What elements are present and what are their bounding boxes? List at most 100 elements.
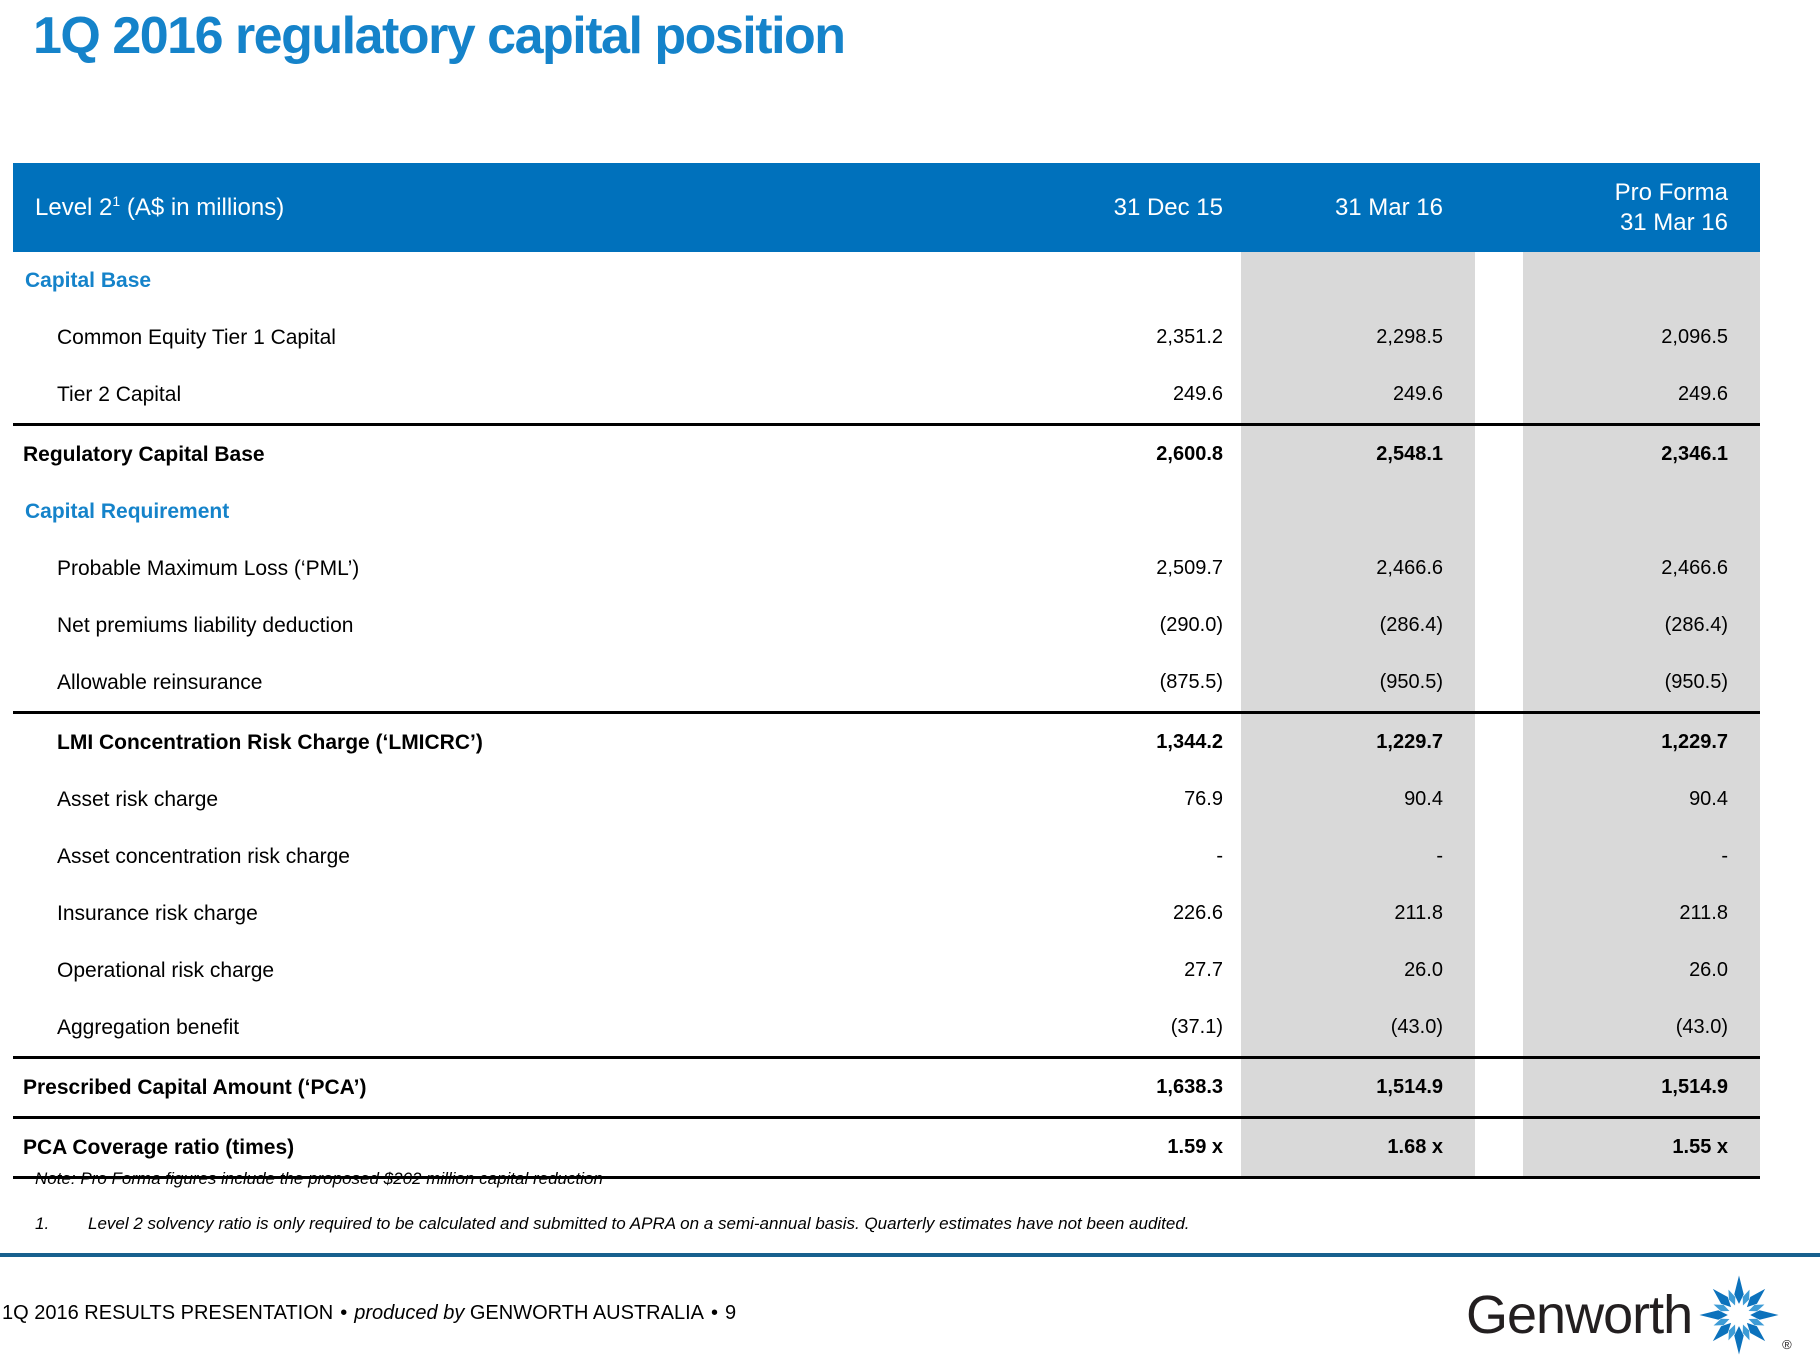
row-label: Tier 2 Capital [57, 382, 182, 406]
table-header-label: Level 21 (A$ in millions) [13, 193, 1015, 222]
value-31-mar-16: (950.5) [1241, 654, 1475, 711]
table-row-common-equity-tier-1: Common Equity Tier 1 Capital 2,351.2 2,2… [13, 309, 1760, 366]
row-label: Asset concentration risk charge [57, 844, 350, 868]
value-pro-forma: (43.0) [1523, 999, 1760, 1056]
value-31-mar-16 [1241, 483, 1475, 540]
value-31-dec-15: (875.5) [1159, 671, 1223, 693]
row-label: Capital Requirement [25, 499, 230, 523]
value-pro-forma: 2,096.5 [1523, 309, 1760, 366]
value-31-mar-16: 2,548.1 [1241, 426, 1475, 483]
table-row-lmi-concentration-risk-charge: LMI Concentration Risk Charge (‘LMICRC’)… [13, 711, 1760, 771]
row-label: Probable Maximum Loss (‘PML’) [57, 556, 360, 580]
row-label: Common Equity Tier 1 Capital [57, 325, 336, 349]
footer-company: GENWORTH AUSTRALIA [469, 1302, 704, 1324]
table-row-asset-concentration-risk-charge: Asset concentration risk charge - - - [13, 828, 1760, 885]
value-31-mar-16: 2,466.6 [1241, 540, 1475, 597]
row-label: Aggregation benefit [57, 1015, 240, 1039]
row-label: Insurance risk charge [57, 901, 258, 925]
table-row-pca-coverage-ratio: PCA Coverage ratio (times) 1.59 x 1.68 x… [13, 1116, 1760, 1179]
footer-caption: 1Q 2016 RESULTS PRESENTATION • produced by… [2, 1302, 736, 1325]
value-pro-forma: 249.6 [1523, 366, 1760, 423]
value-31-dec-15: 2,509.7 [1156, 557, 1223, 579]
row-label: Prescribed Capital Amount (‘PCA’) [23, 1075, 367, 1099]
value-31-dec-15: 2,600.8 [1156, 443, 1223, 465]
value-31-mar-16: - [1241, 828, 1475, 885]
table-row-net-premiums-liability: Net premiums liability deduction (290.0)… [13, 597, 1760, 654]
table-row-operational-risk-charge: Operational risk charge 27.7 26.0 26.0 [13, 942, 1760, 999]
footer-presentation-title: 1Q 2016 RESULTS PRESENTATION [2, 1302, 334, 1324]
value-pro-forma: (950.5) [1523, 654, 1760, 711]
footer-produced-by: produced by [354, 1302, 465, 1324]
row-label: LMI Concentration Risk Charge (‘LMICRC’) [57, 730, 483, 754]
value-31-mar-16 [1241, 252, 1475, 309]
value-pro-forma: 26.0 [1523, 942, 1760, 999]
footer-page-number: 9 [725, 1302, 737, 1324]
value-pro-forma [1523, 483, 1760, 540]
value-31-mar-16: 249.6 [1241, 366, 1475, 423]
value-pro-forma: 1,229.7 [1523, 714, 1760, 771]
value-31-mar-16: 1.68 x [1241, 1119, 1475, 1176]
value-pro-forma: 1,514.9 [1523, 1059, 1760, 1116]
footer-bullet: • [711, 1302, 719, 1324]
value-31-mar-16: 2,298.5 [1241, 309, 1475, 366]
row-label: Allowable reinsurance [57, 670, 263, 694]
row-label: Asset risk charge [57, 787, 219, 811]
table-row-probable-maximum-loss: Probable Maximum Loss (‘PML’) 2,509.7 2,… [13, 540, 1760, 597]
row-label: PCA Coverage ratio (times) [23, 1135, 295, 1159]
footer-divider [0, 1253, 1820, 1257]
value-31-dec-15: 1,638.3 [1156, 1076, 1223, 1098]
value-pro-forma: 2,466.6 [1523, 540, 1760, 597]
row-label: Regulatory Capital Base [23, 442, 265, 466]
table-row-asset-risk-charge: Asset risk charge 76.9 90.4 90.4 [13, 771, 1760, 828]
value-31-dec-15: 1,344.2 [1156, 731, 1223, 753]
header-label-main: Level 2 [35, 194, 113, 221]
row-label: Operational risk charge [57, 958, 275, 982]
value-31-mar-16: 1,229.7 [1241, 714, 1475, 771]
table-row-tier-2-capital: Tier 2 Capital 249.6 249.6 249.6 [13, 366, 1760, 423]
footnote-text: Level 2 solvency ratio is only required … [88, 1214, 1190, 1233]
value-pro-forma: - [1523, 828, 1760, 885]
value-pro-forma: 90.4 [1523, 771, 1760, 828]
value-31-dec-15: (290.0) [1159, 614, 1223, 636]
value-pro-forma: 1.55 x [1523, 1119, 1760, 1176]
value-31-dec-15: 249.6 [1172, 383, 1223, 405]
value-31-dec-15: 27.7 [1184, 959, 1223, 981]
row-label: Net premiums liability deduction [57, 613, 354, 637]
table-row-regulatory-capital-base: Regulatory Capital Base 2,600.8 2,548.1 … [13, 423, 1760, 483]
row-label: Capital Base [25, 268, 152, 292]
value-31-dec-15: 1.59 x [1167, 1136, 1223, 1158]
value-31-mar-16: 1,514.9 [1241, 1059, 1475, 1116]
value-31-mar-16: (43.0) [1241, 999, 1475, 1056]
footnote-1: 1. Level 2 solvency ratio is only requir… [35, 1214, 1190, 1234]
table-row-allowable-reinsurance: Allowable reinsurance (875.5) (950.5) (9… [13, 654, 1760, 711]
value-31-dec-15: (37.1) [1170, 1016, 1223, 1038]
table-header-row: Level 21 (A$ in millions) 31 Dec 15 31 M… [13, 163, 1760, 252]
header-footnote-ref: 1 [112, 193, 121, 209]
column-header-pro-forma: Pro Forma 31 Mar 16 [1523, 178, 1760, 238]
table-row-prescribed-capital-amount: Prescribed Capital Amount (‘PCA’) 1,638.… [13, 1056, 1760, 1116]
slide-title: 1Q 2016 regulatory capital position [33, 7, 846, 65]
value-pro-forma [1523, 252, 1760, 309]
value-31-dec-15: 2,351.2 [1156, 326, 1223, 348]
footer-bullet: • [340, 1302, 348, 1324]
registered-trademark-symbol: ® [1782, 1337, 1792, 1352]
value-31-mar-16: 211.8 [1241, 885, 1475, 942]
pro-forma-line-2: 31 Mar 16 [1619, 208, 1728, 236]
value-31-dec-15: 76.9 [1184, 788, 1223, 810]
value-31-mar-16: (286.4) [1241, 597, 1475, 654]
header-label-suffix: (A$ in millions) [120, 194, 285, 221]
genworth-logo-text: Genworth [1466, 1285, 1693, 1345]
value-pro-forma: (286.4) [1523, 597, 1760, 654]
value-31-mar-16: 90.4 [1241, 771, 1475, 828]
table-row-capital-base: Capital Base [13, 252, 1760, 309]
value-pro-forma: 211.8 [1523, 885, 1760, 942]
value-31-mar-16: 26.0 [1241, 942, 1475, 999]
genworth-starburst-icon [1699, 1275, 1779, 1355]
table-row-aggregation-benefit: Aggregation benefit (37.1) (43.0) (43.0) [13, 999, 1760, 1056]
value-31-dec-15: - [1216, 845, 1223, 867]
genworth-logo: Genworth ® [1466, 1272, 1792, 1358]
regulatory-capital-table: Level 21 (A$ in millions) 31 Dec 15 31 M… [13, 163, 1760, 1179]
column-header-31-dec-15: 31 Dec 15 [1113, 193, 1223, 221]
footnote-number: 1. [35, 1214, 50, 1233]
table-row-insurance-risk-charge: Insurance risk charge 226.6 211.8 211.8 [13, 885, 1760, 942]
